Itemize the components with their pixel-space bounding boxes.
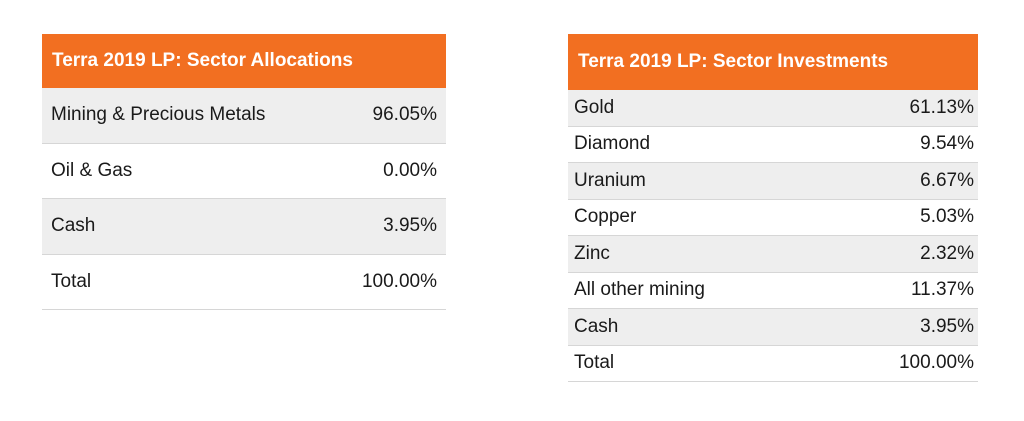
sector-allocations-table: Terra 2019 LP: Sector Allocations Mining…	[42, 34, 446, 310]
row-label: Zinc	[574, 242, 610, 264]
row-value: 61.13%	[909, 96, 974, 118]
row-value: 3.95%	[920, 315, 974, 337]
row-label: Diamond	[574, 133, 651, 155]
sector-investments-table: Terra 2019 LP: Sector Investments Gold 6…	[568, 34, 978, 382]
total-row: Total 100.00%	[42, 255, 446, 310]
row-value: 2.32%	[920, 242, 974, 264]
table-row: Cash 3.95%	[42, 199, 446, 255]
row-label: Uranium	[574, 169, 646, 191]
table-row: Gold 61.13%	[568, 90, 978, 127]
table-row: Mining & Precious Metals 96.05%	[42, 88, 446, 144]
row-label: Total	[51, 270, 92, 292]
row-label: Total	[574, 352, 615, 374]
table-row: Copper 5.03%	[568, 200, 978, 236]
row-label: Gold	[574, 96, 615, 118]
row-value: 0.00%	[383, 159, 437, 181]
sector-investments-title: Terra 2019 LP: Sector Investments	[568, 34, 978, 90]
row-label: Cash	[574, 315, 619, 337]
row-label: Copper	[574, 206, 637, 228]
row-value: 5.03%	[920, 206, 974, 228]
row-value: 11.37%	[910, 279, 974, 301]
table-row: Zinc 2.32%	[568, 236, 978, 273]
row-label: Cash	[51, 215, 96, 237]
row-value: 96.05%	[372, 104, 437, 126]
row-value: 100.00%	[361, 270, 437, 292]
row-label: All other mining	[574, 279, 705, 301]
row-value: 6.67%	[920, 169, 974, 191]
table-row: All other mining 11.37%	[568, 273, 978, 309]
table-row: Cash 3.95%	[568, 309, 978, 346]
row-value: 3.95%	[383, 215, 437, 237]
total-row: Total 100.00%	[568, 346, 978, 382]
sector-allocations-title: Terra 2019 LP: Sector Allocations	[42, 34, 446, 88]
table-row: Diamond 9.54%	[568, 127, 978, 163]
row-value: 9.54%	[920, 133, 974, 155]
row-label: Oil & Gas	[51, 159, 133, 181]
table-row: Oil & Gas 0.00%	[42, 144, 446, 199]
row-label: Mining & Precious Metals	[51, 104, 266, 126]
table-row: Uranium 6.67%	[568, 163, 978, 200]
row-value: 100.00%	[898, 352, 974, 374]
